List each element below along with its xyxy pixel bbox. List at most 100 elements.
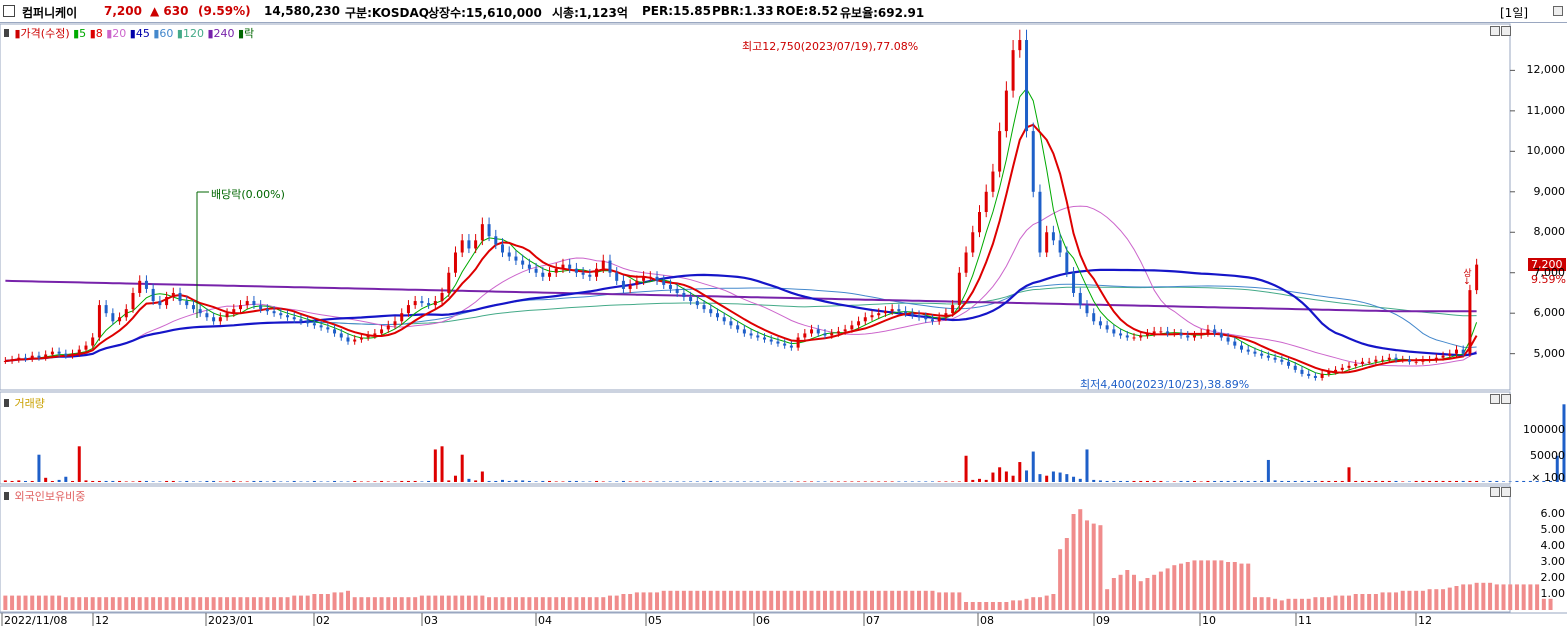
foreign-bar bbox=[1548, 598, 1553, 610]
foreign-bar bbox=[675, 590, 680, 610]
select-checkbox[interactable] bbox=[3, 5, 15, 17]
foreign-bar bbox=[601, 597, 606, 610]
foreign-bar bbox=[641, 592, 646, 610]
foreign-bar bbox=[164, 597, 169, 610]
candle-body bbox=[796, 337, 800, 348]
volume-bar bbox=[64, 476, 68, 482]
foreign-bar bbox=[930, 590, 935, 610]
legend-item-3[interactable]: ▮20 bbox=[106, 27, 130, 40]
candle-body bbox=[971, 232, 975, 253]
foreign-bar bbox=[36, 595, 41, 610]
volume-bar bbox=[1515, 480, 1519, 482]
candle-body bbox=[823, 333, 827, 336]
volume-bar bbox=[1334, 480, 1338, 482]
candle-body bbox=[1293, 365, 1297, 370]
legend-item-0[interactable]: ▮가격(수정) bbox=[14, 27, 74, 40]
volume-bar bbox=[601, 481, 605, 482]
legend-item-7[interactable]: ▮240 bbox=[207, 27, 238, 40]
foreign-bar bbox=[1226, 562, 1231, 610]
candle-body bbox=[749, 333, 753, 336]
close-icon[interactable] bbox=[1553, 6, 1563, 16]
volume-bar bbox=[104, 480, 108, 482]
legend-item-8[interactable]: ▮락 bbox=[237, 27, 255, 40]
foreign-bar bbox=[1535, 584, 1540, 610]
foreign-bar bbox=[749, 590, 754, 610]
candle-body bbox=[742, 329, 746, 334]
foreign-bar bbox=[856, 590, 861, 610]
foreign-bar bbox=[1219, 560, 1224, 610]
foreign-bar bbox=[655, 592, 660, 610]
candle-body bbox=[803, 333, 807, 338]
volume-bar bbox=[191, 481, 195, 482]
candle-body bbox=[1273, 357, 1277, 360]
reserve-ratio: 유보율:692.91 bbox=[840, 6, 925, 20]
volume-bar bbox=[689, 481, 693, 482]
volume-bar bbox=[904, 481, 908, 482]
legend-item-6[interactable]: ▮120 bbox=[176, 27, 208, 40]
candle-body bbox=[346, 337, 350, 342]
foreign-bar bbox=[728, 590, 733, 610]
volume-bar bbox=[1434, 480, 1438, 482]
candle-body bbox=[406, 305, 410, 314]
candle-body bbox=[1407, 359, 1411, 362]
volume-bar bbox=[715, 481, 719, 482]
period-selector[interactable]: [1일] bbox=[1500, 6, 1529, 20]
volume-bar bbox=[507, 480, 511, 482]
panel-minimize-icon[interactable] bbox=[1490, 487, 1500, 497]
candle-body bbox=[1226, 337, 1230, 342]
legend-item-4[interactable]: ▮45 bbox=[129, 27, 154, 40]
panel-close-icon[interactable] bbox=[1501, 394, 1511, 404]
legend-item-5[interactable]: ▮60 bbox=[153, 27, 177, 40]
volume-bar bbox=[615, 481, 619, 482]
foreign-bar bbox=[822, 590, 827, 610]
volume-bar bbox=[165, 480, 169, 482]
candle-body bbox=[890, 309, 894, 312]
panel-close-icon[interactable] bbox=[1501, 487, 1511, 497]
candle-body bbox=[769, 339, 773, 342]
volume-bar bbox=[816, 481, 820, 482]
foreign-bar bbox=[1299, 598, 1304, 610]
candle-body bbox=[1340, 367, 1344, 370]
foreign-bar bbox=[204, 597, 209, 610]
foreign-bar bbox=[30, 595, 35, 610]
foreign-bar bbox=[278, 597, 283, 610]
volume-bar bbox=[870, 481, 874, 482]
volume-axis-label: × 100 bbox=[1531, 470, 1565, 484]
candle-body bbox=[306, 321, 310, 324]
volume-bar bbox=[655, 481, 659, 482]
foreign-bar bbox=[272, 597, 277, 610]
volume-legend-label[interactable]: 거래량 bbox=[14, 397, 45, 410]
candle-body bbox=[44, 354, 48, 358]
panel-minimize-icon[interactable] bbox=[1490, 26, 1500, 36]
candle-body bbox=[440, 292, 444, 302]
candle-body bbox=[185, 301, 189, 306]
legend-item-1[interactable]: ▮5 bbox=[73, 27, 90, 40]
volume-bar bbox=[366, 481, 370, 482]
legend-item-2[interactable]: ▮8 bbox=[89, 27, 107, 40]
foreign-bar bbox=[587, 597, 592, 610]
volume-bar bbox=[850, 481, 854, 482]
panel-icon[interactable] bbox=[4, 29, 9, 37]
candle-body bbox=[64, 353, 68, 356]
panel-close-icon[interactable] bbox=[1501, 26, 1511, 36]
panel-icon[interactable] bbox=[4, 492, 9, 500]
panel-minimize-icon[interactable] bbox=[1490, 394, 1500, 404]
volume-bar bbox=[763, 481, 767, 482]
volume-bar bbox=[561, 481, 565, 482]
foreign-bar bbox=[1078, 509, 1083, 610]
candle-body bbox=[776, 341, 780, 344]
foreign-bar bbox=[393, 597, 398, 610]
panel-icon[interactable] bbox=[4, 399, 9, 407]
foreign-bar bbox=[292, 595, 297, 610]
volume-bar bbox=[24, 480, 28, 482]
candle-body bbox=[447, 272, 451, 293]
foreign-bar bbox=[789, 590, 794, 610]
stock-name[interactable]: 컴퍼니케이 bbox=[22, 6, 78, 20]
volume-bar bbox=[971, 479, 975, 482]
foreign-bar bbox=[1199, 560, 1204, 610]
volume-bar bbox=[265, 481, 269, 482]
foreign-bar bbox=[1286, 598, 1291, 610]
foreign-legend-label[interactable]: 외국인보유비중 bbox=[14, 490, 86, 503]
candle-body bbox=[1058, 240, 1062, 253]
